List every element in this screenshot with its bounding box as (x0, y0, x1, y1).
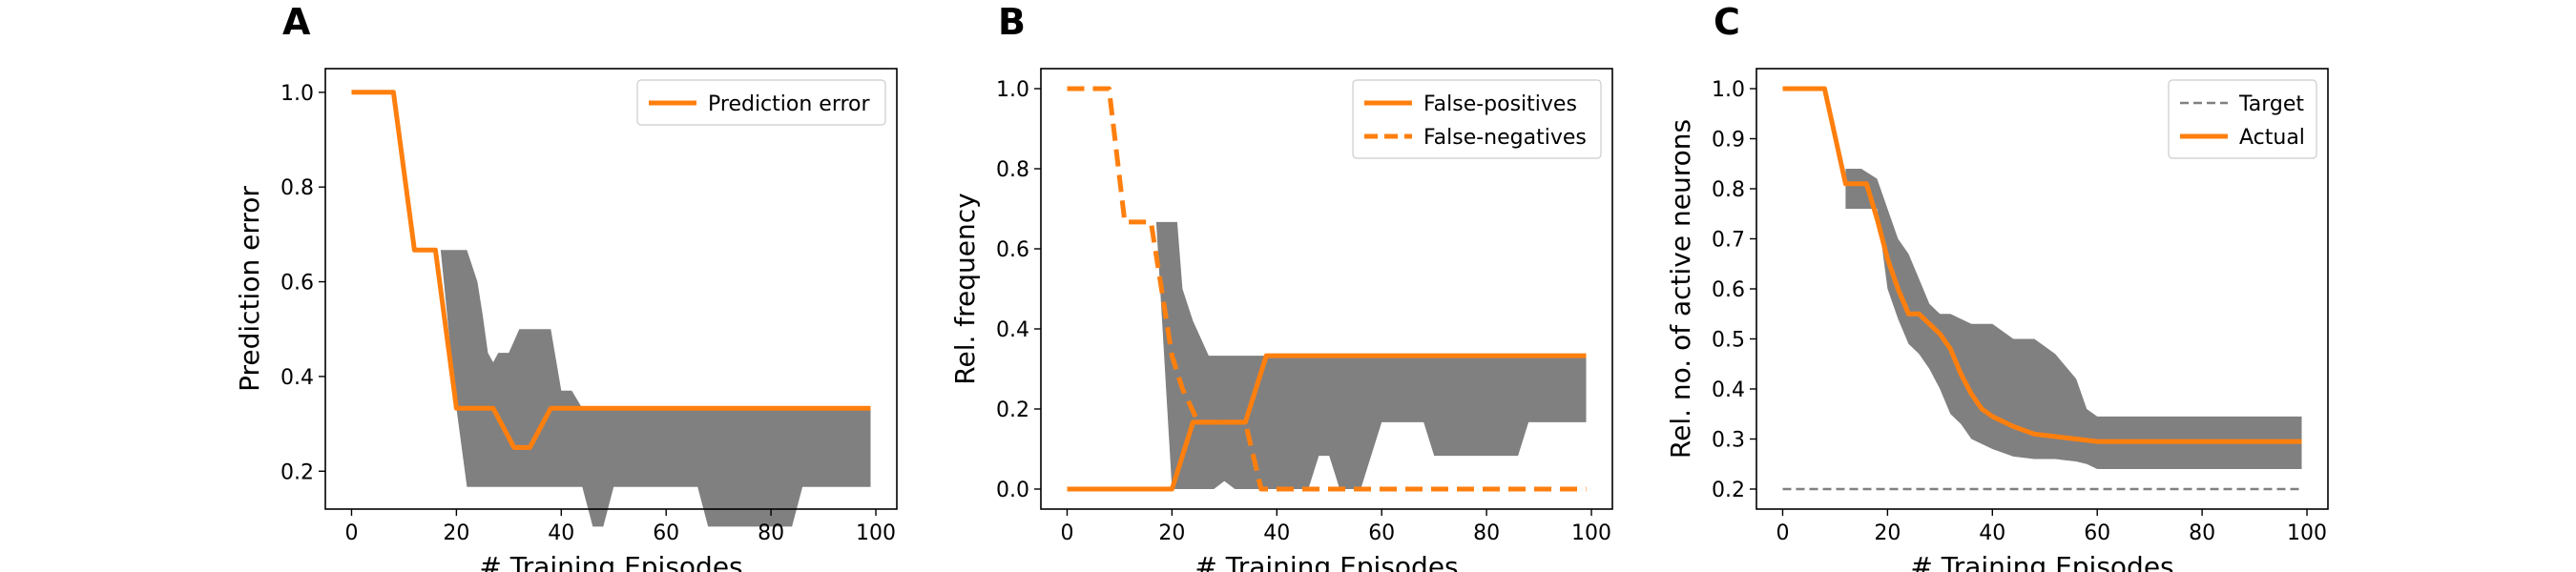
x-tick-label: 20 (1874, 521, 1901, 545)
x-tick-label: 40 (1263, 521, 1290, 545)
y-tick-label: 0.8 (1712, 178, 1745, 202)
legend-label: Actual (2239, 126, 2305, 150)
y-tick-label: 0.3 (1712, 429, 1745, 453)
panel-c: C 0 20 40 60 80 100 0.2 0.3 0.4 0.5 0.6 0.7 0.8 0.9 1.… (1665, 1, 2329, 572)
variability-band (1845, 169, 2302, 469)
y-tick-label: 0.7 (1712, 229, 1745, 253)
legend-box (1352, 79, 1602, 159)
y-tick-label: 0.5 (1712, 329, 1745, 353)
x-tick-label: 20 (443, 521, 469, 545)
y-tick-label: 0.6 (996, 238, 1029, 262)
x-tick-label: 100 (1571, 521, 1611, 545)
y-axis-label: Rel. no. of active neurons (1665, 119, 1696, 459)
x-tick-label: 60 (2084, 521, 2110, 545)
series-line-2 (1782, 86, 2302, 444)
y-tick-label: 0.4 (280, 366, 314, 390)
x-tick-label: 40 (1979, 521, 2005, 545)
panel-b: B 0 20 40 60 80 100 0.0 0.2 0.4 0.6 0.8 1.0 # Traini… (949, 1, 1613, 572)
x-tick-label: 80 (1473, 521, 1500, 545)
y-tick-label: 0.8 (996, 158, 1029, 182)
y-tick-label: 0.2 (996, 398, 1029, 422)
legend-box (636, 79, 886, 126)
x-tick-label: 40 (548, 521, 574, 545)
panel-label-a: A (282, 1, 311, 43)
y-tick-label: 1.0 (280, 82, 314, 106)
panel-label-c: C (1714, 1, 1740, 43)
y-tick-label: 0.6 (280, 272, 314, 296)
y-tick-label: 0.4 (996, 318, 1029, 342)
x-tick-label: 100 (2287, 521, 2327, 545)
legend-label: False-negatives (1423, 126, 1587, 150)
y-axis-label: Rel. frequency (949, 193, 981, 384)
legend-label: False-positives (1423, 92, 1577, 116)
x-axis-label: # Training Episodes (479, 551, 742, 572)
axes-frame (324, 68, 898, 510)
legend-label: Target (2238, 92, 2304, 116)
x-tick-label: 80 (2189, 521, 2215, 545)
x-axis-label: # Training Episodes (1195, 551, 1458, 572)
y-axis-label: Prediction error (234, 186, 265, 392)
legend-label: Prediction error (708, 92, 870, 116)
x-tick-label: 0 (1060, 521, 1073, 545)
y-tick-label: 0.8 (280, 176, 314, 200)
variability-band (1155, 221, 1587, 489)
x-tick-label: 0 (1776, 521, 1789, 545)
panel-a: A 0 20 40 60 80 100 0.2 0.4 0.6 0.8 1.0 # Training … (234, 1, 898, 572)
x-axis-label: # Training Episodes (1910, 551, 2173, 572)
x-tick-label: 20 (1158, 521, 1185, 545)
x-tick-label: 60 (1368, 521, 1395, 545)
x-tick-label: 80 (758, 521, 784, 545)
y-tick-label: 0.4 (1712, 378, 1745, 402)
series-line-1 (351, 90, 871, 450)
x-tick-label: 100 (856, 521, 896, 545)
x-tick-label: 60 (653, 521, 679, 545)
y-tick-label: 0.6 (1712, 278, 1745, 302)
axes-frame (1040, 68, 1613, 510)
panel-label-b: B (998, 1, 1026, 43)
y-tick-label: 0.2 (1712, 479, 1745, 502)
series-line-2 (1067, 86, 1587, 492)
y-tick-label: 0.9 (1712, 129, 1745, 153)
y-tick-label: 0.2 (280, 460, 314, 484)
y-tick-label: 1.0 (1712, 78, 1745, 102)
series-line-1 (1067, 353, 1587, 492)
y-tick-label: 1.0 (996, 78, 1029, 102)
y-tick-label: 0.0 (996, 479, 1029, 502)
variability-band (440, 250, 871, 527)
x-tick-label: 0 (344, 521, 358, 545)
